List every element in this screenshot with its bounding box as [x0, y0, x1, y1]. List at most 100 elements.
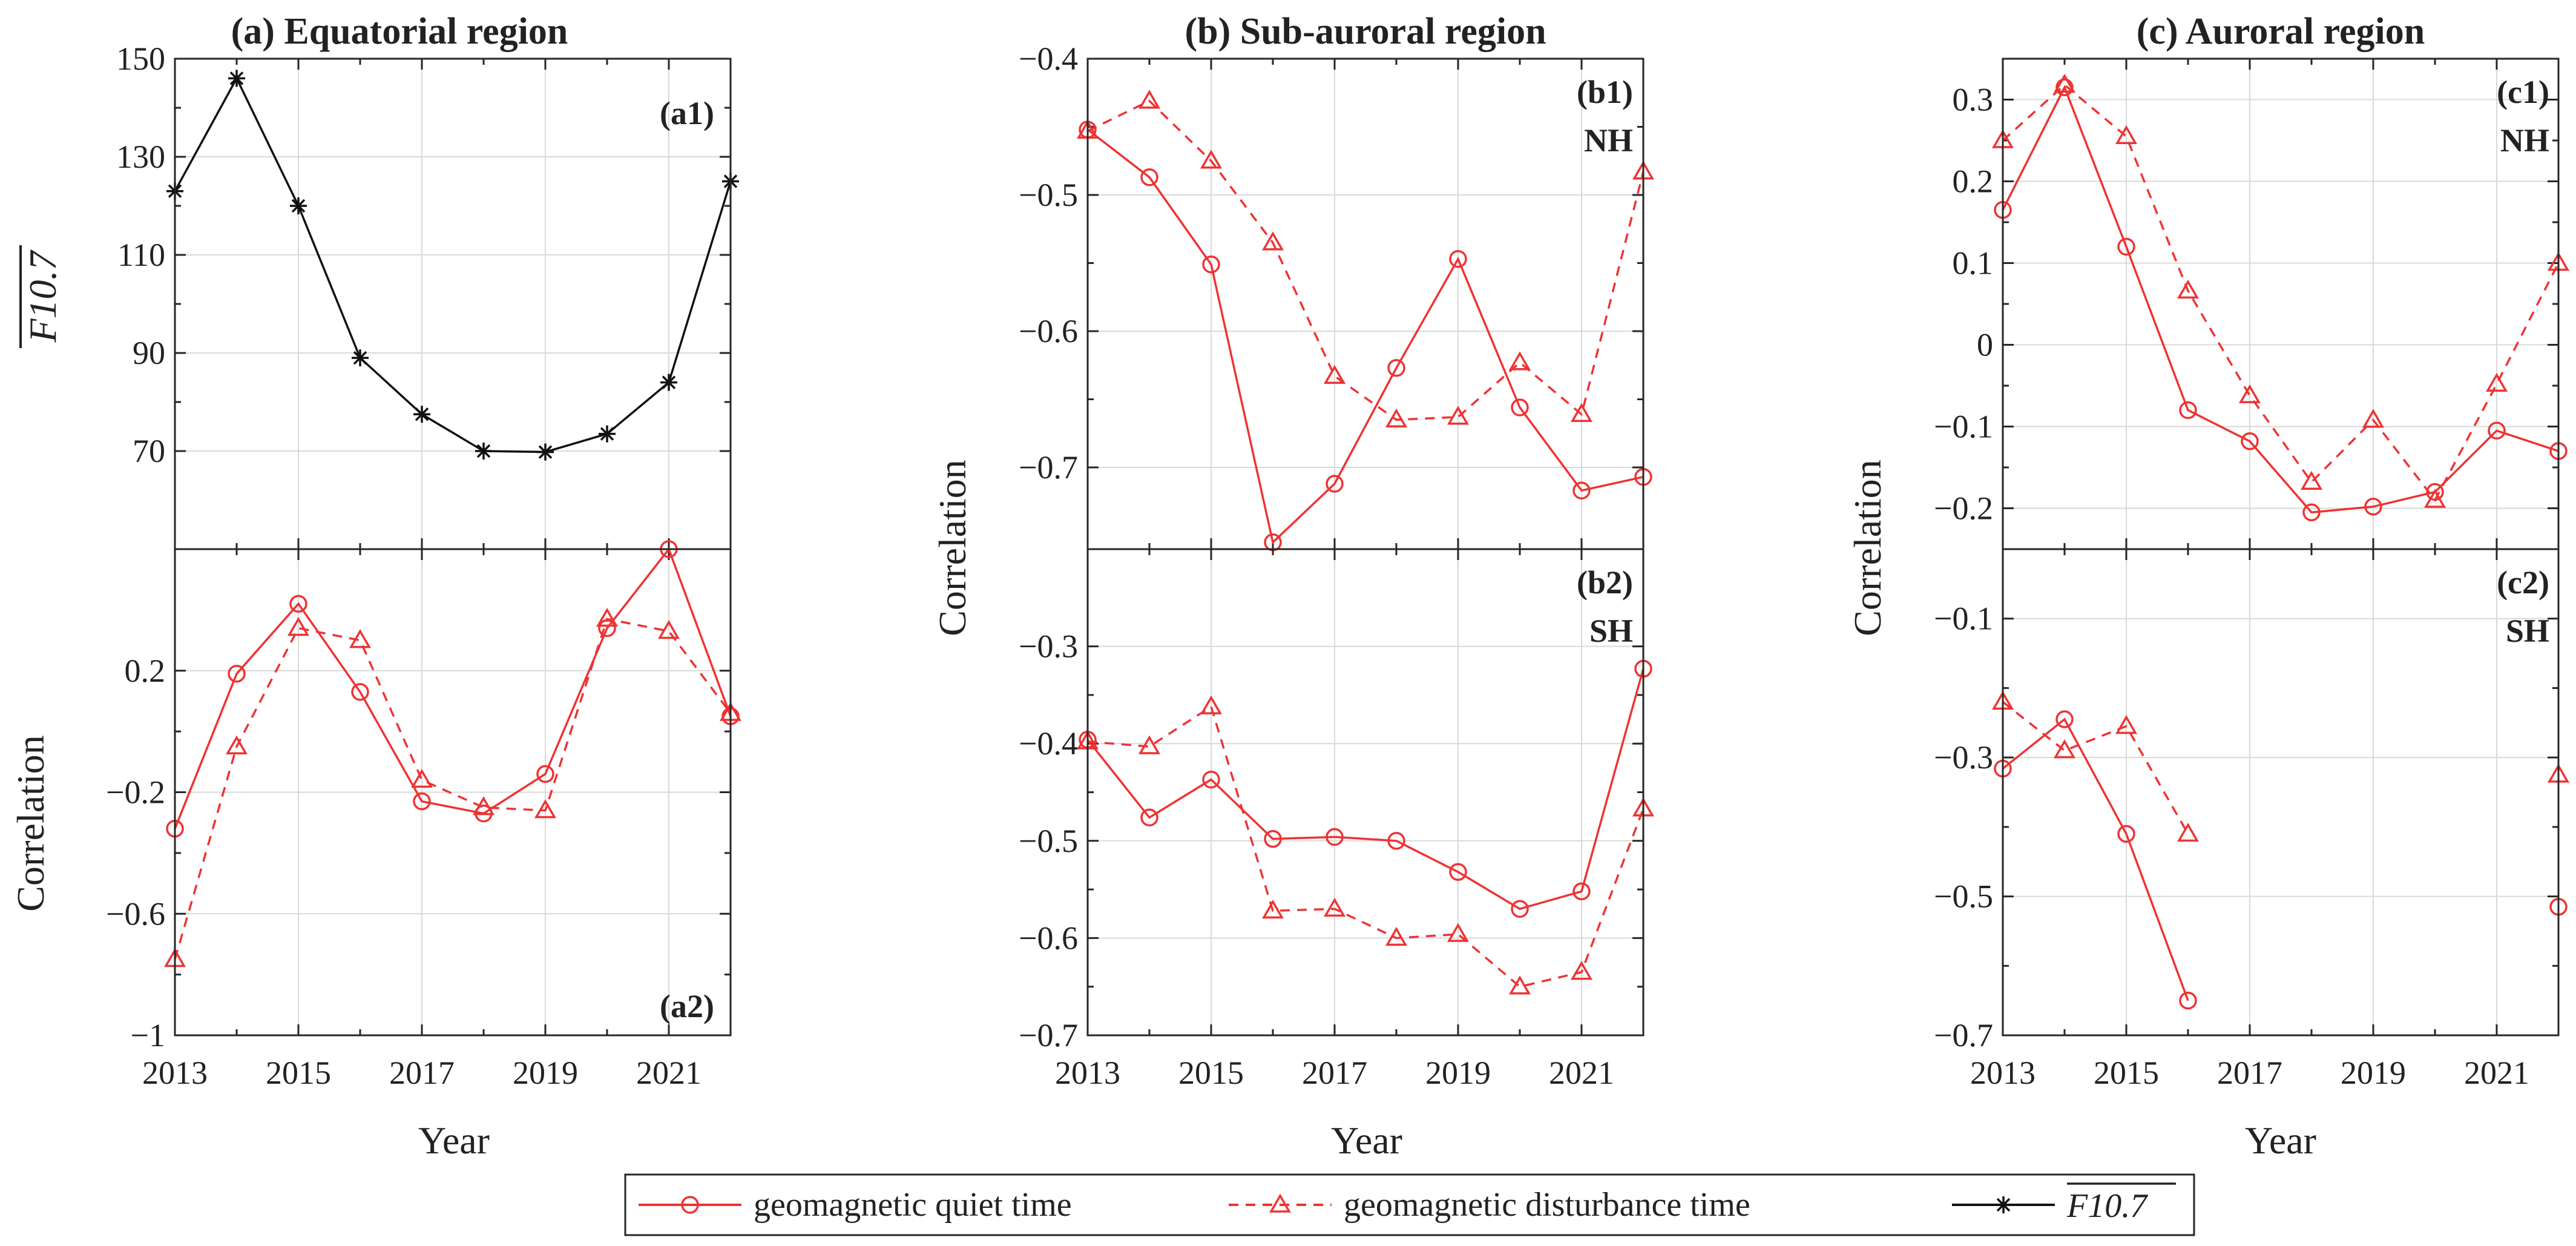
data-point-quiet-2016	[2179, 401, 2197, 420]
ytick-label: −0.2	[1934, 490, 1993, 527]
xtick-label: 2019	[1425, 1055, 1491, 1091]
series-line	[174, 547, 732, 829]
ylabel-a2: Correlation	[9, 735, 52, 911]
series-line	[1086, 128, 1644, 545]
xtick-label: 2017	[2217, 1055, 2282, 1091]
tag-c1: (c1)	[2497, 74, 2549, 110]
series-disturbance-b2	[1076, 695, 1655, 995]
data-point-quiet-2014	[228, 665, 246, 683]
data-point-quiet-2017	[1326, 475, 1344, 493]
ytick-label: −0.7	[1019, 1017, 1078, 1053]
data-point-disturbance-2021	[2485, 372, 2508, 392]
xtick-label: 2021	[636, 1055, 702, 1091]
data-point-disturbance-2019	[2362, 409, 2385, 428]
series-line	[174, 76, 732, 453]
xtick-label: 2013	[1055, 1055, 1120, 1091]
data-point-disturbance-2016	[2177, 822, 2200, 842]
legend-marker-triangle	[1269, 1193, 1292, 1213]
panel-a1: 70 90 110 130 150	[116, 41, 739, 550]
ytick-label: 70	[133, 433, 165, 469]
series-disturbance-b1	[1076, 90, 1655, 427]
ytick-label: 90	[133, 335, 165, 371]
title-b: (b) Sub-auroral region	[1184, 11, 1546, 52]
data-point-quiet-2014	[1140, 808, 1158, 827]
series-quiet-c2	[1994, 710, 2568, 1010]
ylabel-b: Correlation	[931, 460, 974, 636]
xlabel-a: Year	[418, 1119, 490, 1162]
axes-frame	[1086, 548, 1644, 1037]
ytick-label: 130	[116, 139, 165, 175]
series-quiet-c1	[1994, 78, 2568, 521]
data-point-f107-2021	[660, 374, 677, 391]
data-point-quiet-2018	[1387, 359, 1405, 377]
xlabel-c: Year	[2245, 1119, 2316, 1162]
xlabel-b: Year	[1331, 1119, 1402, 1162]
xtick-label: 2017	[389, 1055, 455, 1091]
data-point-quiet-2017	[413, 792, 431, 811]
data-point-quiet-2014	[1140, 168, 1158, 186]
data-point-disturbance-2019	[1447, 923, 1470, 942]
xtick-label: 2013	[142, 1055, 208, 1091]
ytick-label: −0.2	[106, 774, 165, 811]
data-point-disturbance-2016	[1261, 231, 1284, 251]
tag-b1: (b1)	[1577, 74, 1633, 110]
data-point-disturbance-2014	[2053, 73, 2076, 93]
ylabel-a1: F10.7	[19, 245, 64, 348]
data-point-quiet-2015	[289, 595, 307, 613]
data-point-quiet-2020	[1511, 398, 1529, 417]
data-point-quiet-2019	[2364, 498, 2382, 516]
hemisphere-b2: SH	[1589, 613, 1633, 649]
legend-item-disturbance: geomagnetic disturbance time	[1229, 1186, 1750, 1224]
series-disturbance-a2	[163, 607, 742, 967]
legend-marker-circle	[681, 1196, 699, 1214]
xtick-label: 2013	[1970, 1055, 2036, 1091]
legend-item-f107: F10.7	[1952, 1182, 2176, 1225]
series-line	[2002, 83, 2560, 503]
series-line	[1086, 668, 1644, 911]
ytick-label: −0.6	[1019, 920, 1078, 956]
legend-label-disturbance: geomagnetic disturbance time	[1344, 1186, 1750, 1224]
data-point-disturbance-2016	[1261, 899, 1284, 919]
ytick-label: −0.3	[1019, 628, 1078, 665]
series-line	[2002, 84, 2559, 514]
hemisphere-b1: NH	[1584, 122, 1633, 159]
ytick-label: 0	[1977, 327, 1993, 363]
ytick-label: −0.4	[1019, 41, 1078, 77]
data-point-disturbance-2018	[1385, 408, 1408, 427]
ytick-label: −0.3	[1934, 739, 1993, 776]
ytick-label: −0.7	[1934, 1017, 1993, 1053]
ylabel-c: Correlation	[1846, 460, 1889, 636]
data-point-quiet-2018	[2302, 503, 2321, 521]
data-point-disturbance-2021	[1570, 403, 1593, 422]
data-point-quiet-2016	[351, 683, 369, 701]
data-point-disturbance-2021	[657, 620, 680, 639]
data-point-disturbance-2014	[225, 735, 248, 754]
data-point-disturbance-2017	[1323, 364, 1346, 384]
ytick-label: 110	[117, 237, 165, 273]
data-point-disturbance-2019	[534, 799, 557, 819]
data-point-disturbance-2015	[2115, 715, 2138, 734]
series-quiet-b2	[1079, 659, 1652, 918]
data-point-disturbance-2018	[472, 796, 495, 816]
data-point-f107-2019	[537, 443, 554, 461]
legend-label-f107: F10.7	[2066, 1187, 2148, 1225]
ytick-label: −0.1	[1934, 409, 1993, 445]
data-point-f107-2017	[413, 406, 430, 423]
data-point-f107-2016	[352, 349, 369, 367]
data-point-disturbance-2014	[1138, 90, 1161, 109]
tag-a1: (a1)	[660, 95, 714, 131]
axes-frame	[174, 58, 732, 550]
ytick-label: −0.7	[1019, 449, 1078, 486]
series-f107-a1	[166, 70, 739, 461]
xtick-label: 2019	[2341, 1055, 2406, 1091]
data-point-disturbance-2017	[410, 768, 433, 788]
data-point-disturbance-2017	[2238, 384, 2261, 403]
legend-box	[624, 1173, 2195, 1236]
data-point-disturbance-2019	[1447, 406, 1470, 425]
data-point-quiet-2016	[1264, 829, 1282, 848]
data-point-quiet-2021	[1572, 481, 1591, 499]
ytick-label: 0.2	[125, 653, 166, 689]
